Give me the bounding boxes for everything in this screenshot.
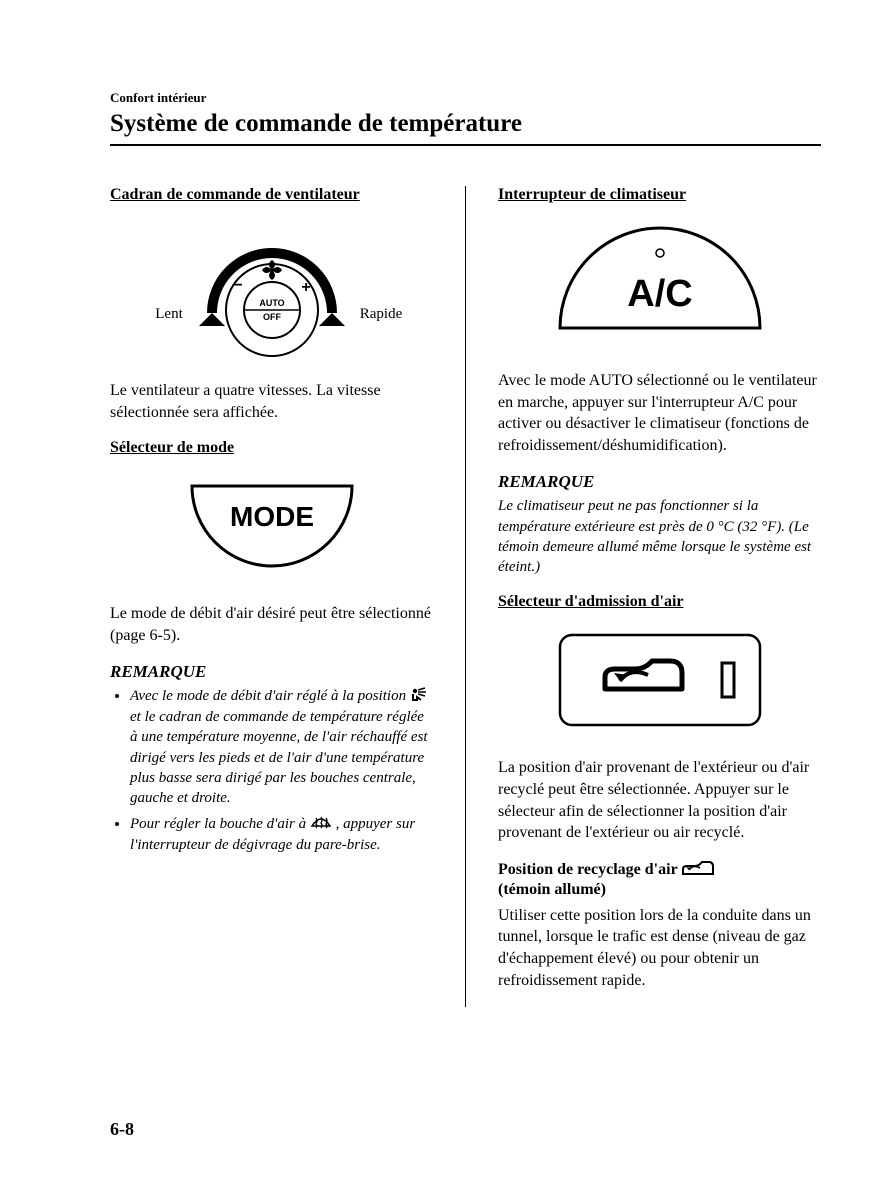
mode-button-figure: MODE [110, 471, 433, 581]
air-intake-body: La position d'air provenant de l'extérie… [498, 757, 821, 843]
remark1-b: et le cadran de commande de température … [130, 709, 428, 806]
fan-dial-svg: AUTO OFF − + Lent Rapide [117, 218, 427, 358]
mode-selector-body: Le mode de débit d'air désiré peut être … [110, 603, 433, 646]
page-number: 6-8 [110, 1119, 134, 1140]
recirculation-subtitle: Position de recyclage d'air (témoin allu… [498, 860, 821, 899]
running-head: Confort intérieur [110, 90, 821, 106]
defrost-icon [310, 815, 332, 835]
fast-label: Rapide [359, 306, 402, 322]
minus-label: − [233, 277, 242, 294]
recirc-sub-b: (témoin allumé) [498, 881, 606, 898]
fan-dial-title: Cadran de commande de ventilateur [110, 186, 433, 204]
air-intake-title: Sélecteur d'admission d'air [498, 593, 821, 611]
remark2-a: Pour régler la bouche d'air à [130, 816, 310, 832]
fan-dial-figure: AUTO OFF − + Lent Rapide [110, 218, 433, 358]
airflow-feet-face-icon [410, 687, 430, 707]
remark-title-right: REMARQUE [498, 472, 821, 492]
recirc-sub-a: Position de recyclage d'air [498, 861, 681, 878]
remark-item-1: Avec le mode de débit d'air réglé à la p… [130, 686, 433, 808]
right-column: Interrupteur de climatiseur A/C Avec le … [498, 186, 821, 1007]
page: Confort intérieur Système de commande de… [0, 0, 891, 1067]
plus-label: + [301, 279, 310, 296]
remark-list: Avec le mode de débit d'air réglé à la p… [110, 686, 433, 855]
remark-item-2: Pour régler la bouche d'air à , appuyer … [130, 814, 433, 855]
auto-label: AUTO [259, 298, 284, 308]
remark1-a: Avec le mode de débit d'air réglé à la p… [130, 688, 410, 704]
mode-button-svg: MODE [172, 471, 372, 581]
chapter-title: Système de commande de température [110, 110, 821, 146]
fan-dial-body: Le ventilateur a quatre vitesses. La vit… [110, 380, 433, 423]
ac-switch-title: Interrupteur de climatiseur [498, 186, 821, 204]
ac-button-svg: A/C [545, 218, 775, 348]
recirculation-body: Utiliser cette position lors de la condu… [498, 905, 821, 991]
column-divider [465, 186, 466, 1007]
left-column: Cadran de commande de ventilateur [110, 186, 433, 1007]
ac-switch-body: Avec le mode AUTO sélectionné ou le vent… [498, 370, 821, 456]
air-intake-figure [498, 625, 821, 735]
off-label: OFF [263, 312, 281, 322]
remark-title-left: REMARQUE [110, 662, 433, 682]
ac-button-figure: A/C [498, 218, 821, 348]
remark-body-right: Le climatiseur peut ne pas fonctionner s… [498, 496, 821, 577]
mode-selector-title: Sélecteur de mode [110, 439, 433, 457]
ac-label: A/C [627, 273, 692, 315]
recirculation-car-icon [681, 860, 715, 881]
air-intake-svg [550, 625, 770, 735]
mode-label: MODE [230, 501, 314, 532]
two-column-layout: Cadran de commande de ventilateur [110, 186, 821, 1007]
slow-label: Lent [155, 306, 183, 322]
